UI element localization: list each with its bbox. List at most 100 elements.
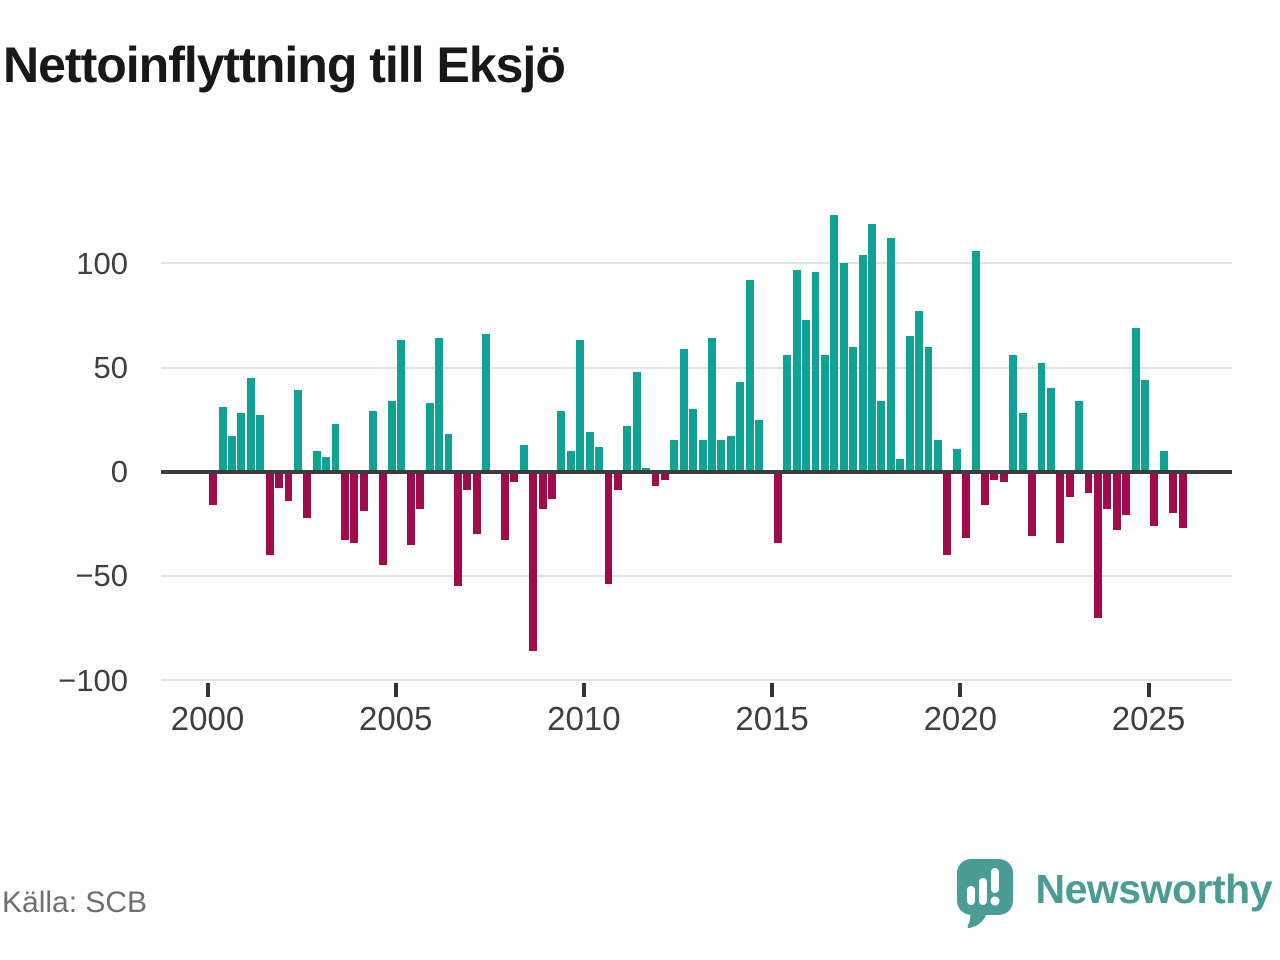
page-title: Nettoinflyttning till Eksjö <box>3 37 566 93</box>
bar-2005Q4 <box>425 402 434 472</box>
bar-2015Q2 <box>783 355 792 472</box>
bar-2006Q4 <box>463 471 472 491</box>
bar-2014Q1 <box>736 382 745 472</box>
bar-2024Q1 <box>1112 471 1121 531</box>
bar-2018Q3 <box>905 336 914 472</box>
bar-2021Q3 <box>1018 413 1027 472</box>
bar-2016Q4 <box>839 263 848 472</box>
bar-2002Q4 <box>312 450 321 472</box>
bar-2007Q1 <box>472 471 481 535</box>
bar-2005Q1 <box>397 340 406 472</box>
bar-2002Q3 <box>303 471 312 518</box>
x-axis-tick <box>205 683 210 697</box>
bar-2022Q1 <box>1037 363 1046 472</box>
bar-2025Q4 <box>1178 471 1187 528</box>
bar-2000Q1 <box>209 471 218 506</box>
bar-2006Q1 <box>435 338 443 472</box>
y-axis-label: −100 <box>58 662 128 698</box>
bar-2018Q4 <box>915 311 924 472</box>
bar-2011Q1 <box>623 425 632 472</box>
bar-2016Q3 <box>830 215 839 472</box>
bar-2017Q4 <box>877 400 886 472</box>
bar-2024Q3 <box>1131 327 1140 472</box>
x-axis-tick <box>958 683 963 697</box>
bar-2013Q1 <box>698 440 707 472</box>
bar-2010Q3 <box>604 471 613 585</box>
bar-2017Q1 <box>849 346 858 472</box>
bar-2021Q2 <box>1009 355 1018 472</box>
bar-2016Q2 <box>821 355 829 472</box>
bar-2021Q4 <box>1028 471 1036 537</box>
bar-2018Q2 <box>896 459 905 472</box>
bar-2003Q2 <box>331 423 340 472</box>
bar-2008Q2 <box>519 444 528 472</box>
bar-2010Q1 <box>585 432 594 472</box>
bar-2012Q2 <box>670 440 679 472</box>
x-axis-label: 2015 <box>735 700 809 737</box>
bar-2017Q2 <box>858 255 867 472</box>
x-axis-tick <box>393 683 398 697</box>
gridline <box>161 262 1232 265</box>
bar-2012Q4 <box>689 409 698 472</box>
bar-2008Q3 <box>529 471 538 651</box>
y-axis-label: −50 <box>75 558 128 594</box>
bar-2005Q3 <box>416 471 425 510</box>
x-axis-tick <box>770 683 775 697</box>
bar-2025Q3 <box>1169 471 1178 514</box>
bar-2008Q4 <box>538 471 547 510</box>
newsworthy-logo-icon <box>956 859 1013 929</box>
bar-2023Q4 <box>1103 471 1112 510</box>
bar-2022Q3 <box>1056 471 1065 543</box>
x-axis-label: 2025 <box>1111 700 1186 737</box>
x-axis-tick <box>1146 683 1151 697</box>
bar-2025Q1 <box>1150 471 1159 526</box>
bar-2024Q2 <box>1122 471 1131 516</box>
bar-2001Q4 <box>275 471 283 489</box>
bar-2023Q1 <box>1075 400 1084 472</box>
bar-2025Q2 <box>1159 450 1168 472</box>
x-axis-label: 2000 <box>170 700 245 737</box>
bar-2022Q4 <box>1065 471 1074 497</box>
bar-2009Q2 <box>557 411 566 472</box>
bar-2007Q4 <box>500 471 509 541</box>
bar-2011Q3 <box>642 467 651 472</box>
bar-2011Q4 <box>651 471 660 487</box>
bar-2013Q2 <box>708 338 716 472</box>
bar-2006Q2 <box>444 434 453 472</box>
gridline <box>161 366 1232 369</box>
bar-2013Q4 <box>726 436 735 472</box>
bar-2018Q1 <box>886 238 895 472</box>
bar-2011Q2 <box>632 371 641 472</box>
bar-2014Q2 <box>745 280 754 472</box>
bar-2020Q1 <box>962 471 971 539</box>
bar-2012Q3 <box>679 348 688 472</box>
bar-2012Q1 <box>661 471 669 481</box>
source-label: Källa: SCB <box>2 886 148 919</box>
bar-2013Q3 <box>717 440 726 472</box>
bar-2015Q1 <box>773 471 782 543</box>
bar-2014Q3 <box>755 419 764 472</box>
bar-2017Q3 <box>868 223 876 472</box>
bar-2008Q1 <box>510 471 519 483</box>
x-axis-label: 2020 <box>923 700 997 737</box>
x-axis-label: 2005 <box>358 700 433 737</box>
bar-2019Q1 <box>924 346 933 472</box>
bar-2004Q1 <box>359 471 368 512</box>
brand-footer: Newsworthy <box>956 858 1272 929</box>
bar-2004Q4 <box>388 400 396 472</box>
bar-2020Q4 <box>990 471 999 481</box>
bar-2001Q3 <box>265 471 274 556</box>
bar-2003Q1 <box>322 457 331 472</box>
bar-2002Q2 <box>293 390 302 472</box>
bar-2020Q2 <box>971 250 980 472</box>
bar-2016Q1 <box>811 271 820 472</box>
bar-2000Q2 <box>218 407 227 472</box>
bar-2003Q3 <box>340 471 349 541</box>
bar-2009Q4 <box>576 340 585 472</box>
bar-2019Q4 <box>952 448 961 472</box>
gridline <box>161 679 1232 682</box>
bar-2001Q2 <box>256 415 265 472</box>
zero-axis-line <box>161 469 1232 474</box>
bar-2019Q2 <box>933 440 942 472</box>
